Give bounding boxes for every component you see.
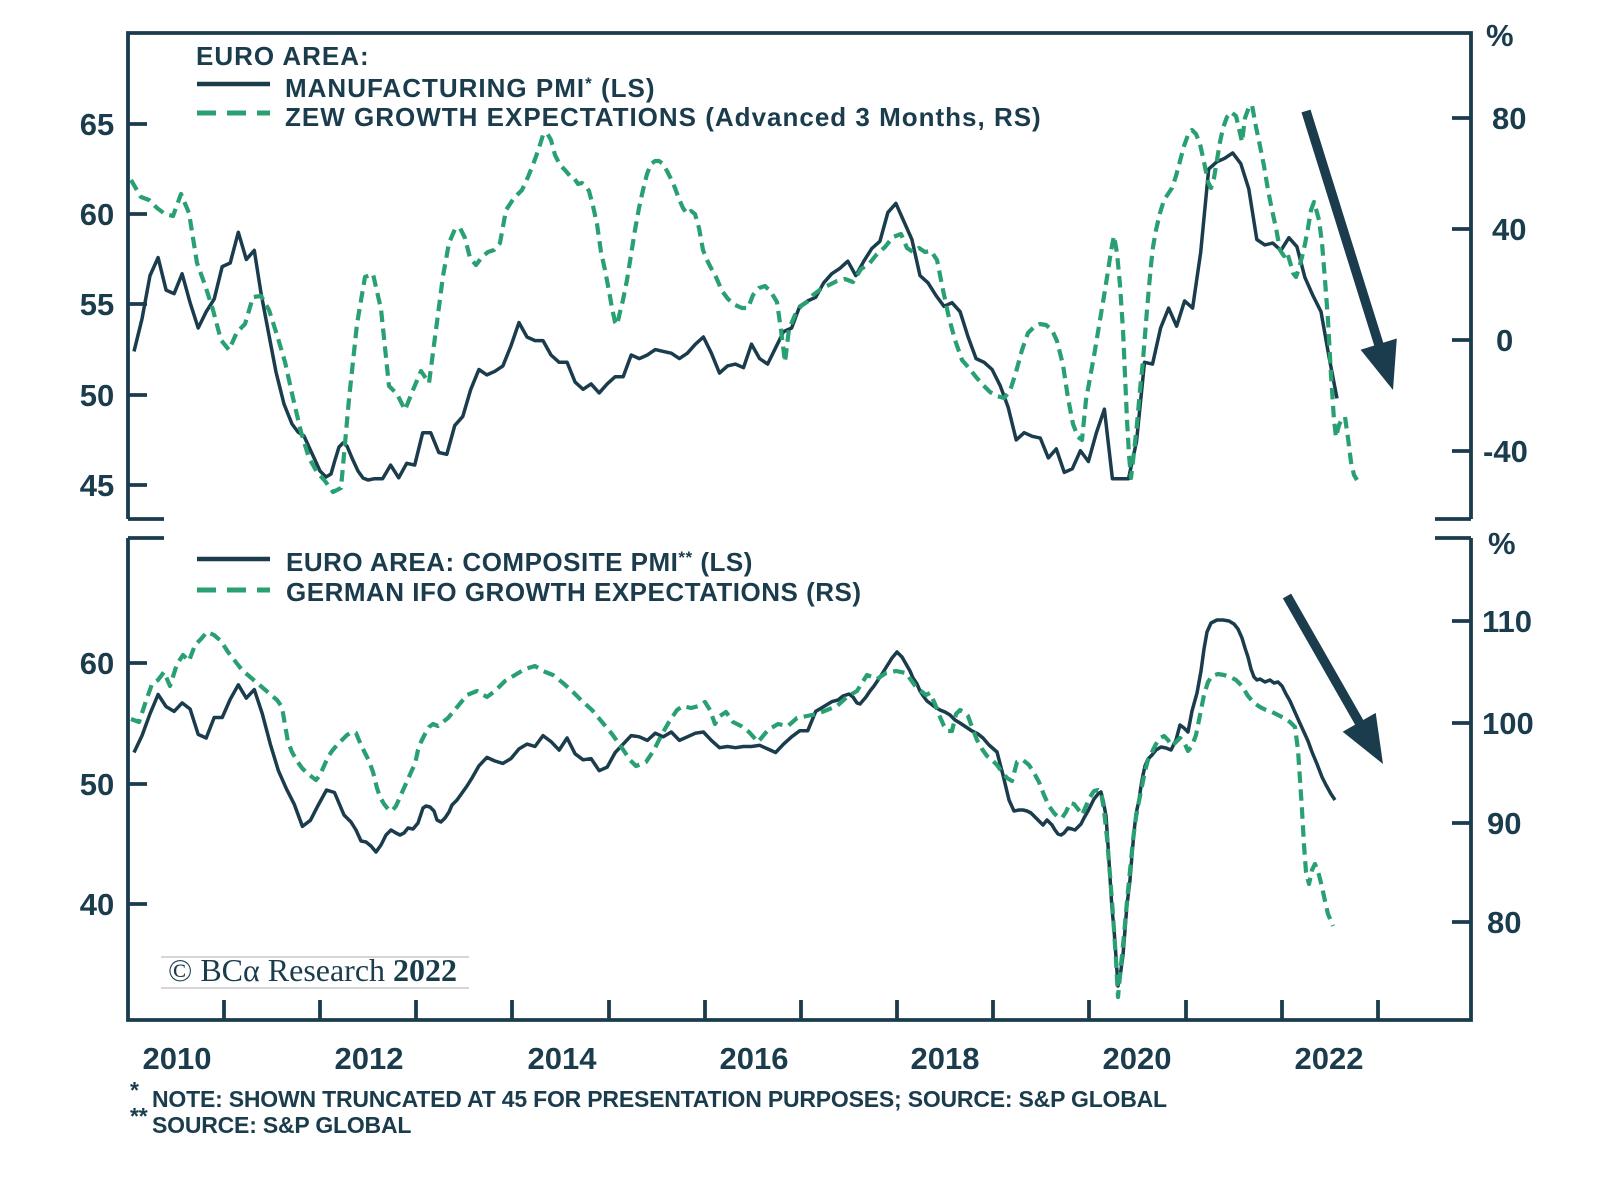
svg-text:2016: 2016 (720, 1041, 789, 1076)
svg-text:-40: -40 (1483, 434, 1528, 469)
svg-text:© BCα Research 2022: © BCα Research 2022 (168, 952, 457, 988)
svg-text:60: 60 (80, 197, 114, 232)
svg-text:0: 0 (1496, 323, 1513, 358)
svg-text:**: ** (130, 1103, 148, 1129)
svg-text:EURO AREA: COMPOSITE PMI** (LS: EURO AREA: COMPOSITE PMI** (LS) (286, 547, 753, 577)
svg-text:SOURCE: S&P GLOBAL: SOURCE: S&P GLOBAL (152, 1112, 411, 1138)
svg-text:40: 40 (1492, 212, 1526, 247)
svg-text:ZEW GROWTH EXPECTATIONS (Advan: ZEW GROWTH EXPECTATIONS (Advanced 3 Mont… (285, 102, 1042, 132)
svg-text:80: 80 (1492, 101, 1526, 136)
svg-text:MANUFACTURING PMI* (LS): MANUFACTURING PMI* (LS) (285, 73, 655, 103)
svg-text:EURO AREA:: EURO AREA: (196, 41, 370, 71)
svg-text:2020: 2020 (1103, 1041, 1172, 1076)
svg-text:65: 65 (80, 107, 114, 142)
svg-text:45: 45 (80, 468, 114, 503)
svg-text:50: 50 (80, 378, 114, 413)
svg-text:NOTE: SHOWN TRUNCATED AT 45 FO: NOTE: SHOWN TRUNCATED AT 45 FOR PRESENTA… (152, 1086, 1167, 1112)
svg-text:2010: 2010 (143, 1041, 212, 1076)
svg-text:*: * (130, 1077, 139, 1103)
svg-text:55: 55 (80, 287, 114, 322)
svg-text:60: 60 (80, 646, 114, 681)
svg-text:2018: 2018 (911, 1041, 980, 1076)
svg-text:80: 80 (1487, 905, 1521, 940)
svg-text:90: 90 (1487, 806, 1521, 841)
svg-text:110: 110 (1482, 604, 1532, 639)
svg-text:%: % (1488, 526, 1516, 561)
svg-text:2022: 2022 (1295, 1041, 1364, 1076)
svg-text:GERMAN IFO GROWTH EXPECTATIONS: GERMAN IFO GROWTH EXPECTATIONS (RS) (286, 577, 862, 607)
svg-text:40: 40 (80, 887, 114, 922)
svg-text:100: 100 (1482, 706, 1534, 741)
svg-text:2014: 2014 (528, 1041, 598, 1076)
svg-text:2012: 2012 (335, 1041, 404, 1076)
svg-text:50: 50 (80, 767, 114, 802)
svg-text:%: % (1486, 18, 1514, 53)
